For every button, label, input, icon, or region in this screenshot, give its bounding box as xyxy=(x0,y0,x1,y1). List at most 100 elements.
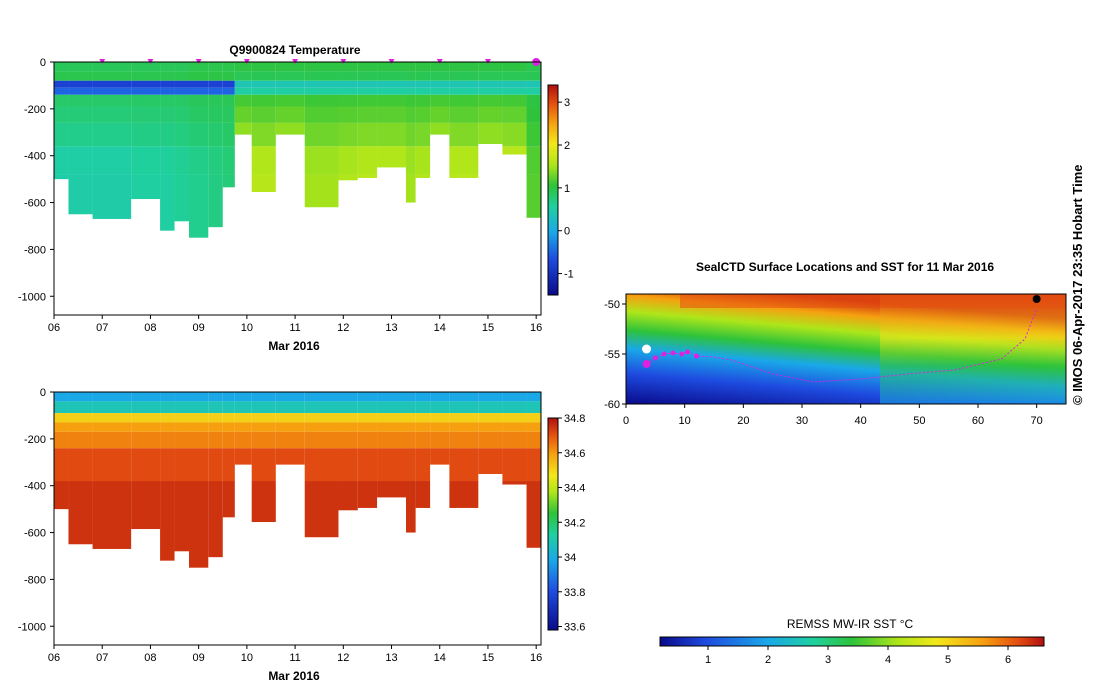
temperature-cell xyxy=(405,94,416,107)
x-tick-label: 10 xyxy=(241,322,253,334)
salinity-cell xyxy=(502,481,527,485)
x-tick-label: 16 xyxy=(530,652,542,664)
temperature-cell xyxy=(415,94,431,107)
colorbar-tick-label: 33.8 xyxy=(564,587,585,599)
salinity-cell xyxy=(174,448,190,482)
temperature-cell xyxy=(357,122,378,147)
salinity-cell xyxy=(304,413,339,423)
temperature-cell xyxy=(430,71,450,81)
y-tick-label: -400 xyxy=(24,151,46,163)
salinity-cell xyxy=(502,392,527,402)
temperature-cell xyxy=(478,71,503,81)
temperature-cell xyxy=(234,106,252,123)
salinity-cell xyxy=(54,401,69,414)
salinity-cell xyxy=(377,392,406,402)
colorbar-tick-label: 34.8 xyxy=(564,413,585,425)
temperature-cell xyxy=(275,80,305,88)
temperature-cell xyxy=(430,62,450,72)
temperature-cell xyxy=(449,106,479,123)
salinity-cell xyxy=(131,422,161,432)
x-tick-label: 14 xyxy=(434,322,446,334)
salinity-cell xyxy=(131,413,161,423)
sst-map-title: SealCTD Surface Locations and SST for 11… xyxy=(696,260,994,274)
salinity-cell xyxy=(405,422,416,432)
salinity-cell xyxy=(174,401,190,414)
salinity-cell xyxy=(222,392,235,402)
salinity-x-label: Mar 2016 xyxy=(268,669,320,683)
x-tick-label: 60 xyxy=(972,415,984,427)
temperature-cell xyxy=(251,71,276,81)
salinity-cell xyxy=(189,448,209,482)
temperature-cell xyxy=(502,87,527,95)
salinity-cell xyxy=(526,431,541,449)
salinity-cell xyxy=(160,431,175,449)
salinity-cell xyxy=(222,481,235,518)
temperature-cell xyxy=(160,122,175,147)
salinity-cell xyxy=(377,401,406,414)
temperature-cell xyxy=(54,174,69,180)
temperature-cell xyxy=(68,71,93,81)
salinity-cell xyxy=(415,392,431,402)
temperature-cell xyxy=(415,146,431,175)
colorbar-tick-label: 2 xyxy=(765,654,771,666)
temperature-cell xyxy=(251,62,276,72)
salinity-cell xyxy=(338,422,358,432)
seal-track-point xyxy=(685,349,691,355)
sst-map-x-axis: 0 10 20 30 40 50 60 70 xyxy=(623,404,1043,427)
salinity-cell xyxy=(275,413,305,423)
imos-timestamp-label: © IMOS 06-Apr-2017 23:35 Hobart Time xyxy=(1070,164,1085,405)
salinity-cell xyxy=(304,431,339,449)
x-tick-label: 10 xyxy=(679,415,691,427)
salinity-cell xyxy=(189,422,209,432)
seal-track-point xyxy=(679,351,685,357)
y-tick-label: -50 xyxy=(604,299,620,311)
temperature-cell xyxy=(526,71,541,81)
colorbar-tick-label: 4 xyxy=(885,654,891,666)
colorbar-tick-label: 2 xyxy=(564,140,570,152)
salinity-cell xyxy=(131,392,161,402)
salinity-cell xyxy=(502,401,527,414)
temperature-cell xyxy=(222,174,235,188)
salinity-cell xyxy=(68,422,93,432)
salinity-cell xyxy=(251,422,276,432)
temperature-cell xyxy=(92,71,132,81)
salinity-cell xyxy=(54,413,69,423)
temperature-cell xyxy=(160,80,175,88)
y-tick-label: -60 xyxy=(604,399,620,411)
temperature-cell xyxy=(304,122,339,147)
salinity-cell xyxy=(526,448,541,482)
salinity-cell xyxy=(478,448,503,474)
temperature-cell xyxy=(189,106,209,123)
temperature-cell xyxy=(478,122,503,144)
x-tick-label: 14 xyxy=(434,652,446,664)
temperature-cell xyxy=(68,87,93,95)
salinity-cell xyxy=(189,392,209,402)
colorbar-tick-label: 34.2 xyxy=(564,517,585,529)
salinity-cell xyxy=(189,401,209,414)
salinity-cell xyxy=(304,448,339,482)
temperature-cell xyxy=(338,146,358,175)
temperature-cell xyxy=(478,62,503,72)
temperature-cell xyxy=(526,122,541,147)
temperature-cell xyxy=(304,62,339,72)
temperature-cell xyxy=(251,106,276,123)
salinity-cell xyxy=(251,392,276,402)
temperature-cell xyxy=(54,71,69,81)
salinity-cell xyxy=(502,448,527,482)
x-tick-label: 0 xyxy=(623,415,629,427)
temperature-cell xyxy=(449,80,479,88)
salinity-cell xyxy=(234,413,252,423)
y-tick-label: -200 xyxy=(24,104,46,116)
salinity-cell xyxy=(338,481,358,511)
temperature-cell xyxy=(449,71,479,81)
temperature-plot-frame xyxy=(53,61,542,316)
temperature-cell xyxy=(92,80,132,88)
temperature-cell xyxy=(449,94,479,107)
salinity-cell xyxy=(251,401,276,414)
salinity-cell xyxy=(430,422,450,432)
temperature-cell xyxy=(189,87,209,95)
temperature-cell xyxy=(208,87,223,95)
salinity-cell xyxy=(92,401,132,414)
salinity-cell xyxy=(405,431,416,449)
temperature-cell xyxy=(430,106,450,123)
